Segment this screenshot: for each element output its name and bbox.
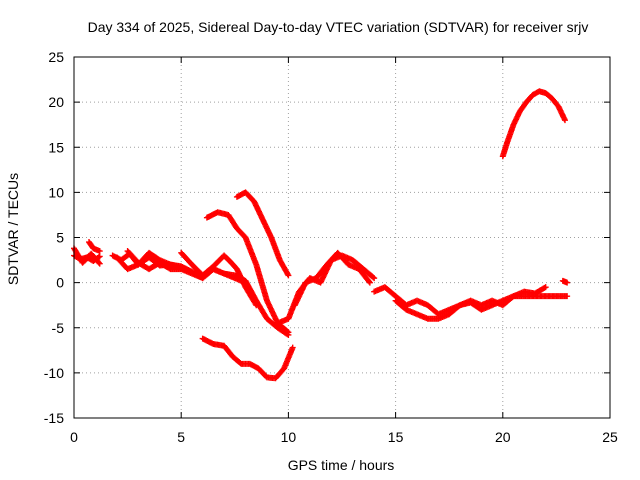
- x-tick-label: 5: [177, 429, 185, 445]
- series-trace-10: [233, 189, 292, 279]
- series-trace-11: [199, 335, 296, 382]
- y-tick-label: 25: [48, 49, 64, 65]
- series-trace-9: [203, 209, 292, 336]
- series-trace-17: [559, 277, 571, 286]
- series-trace-15: [392, 284, 549, 322]
- axis-ticks: [73, 56, 611, 419]
- data-point: [561, 117, 568, 124]
- x-axis-label: GPS time / hours: [288, 457, 395, 473]
- y-tick-label: -10: [44, 365, 64, 381]
- y-tick-label: 0: [56, 275, 64, 291]
- x-tick-labels: 0 5 10 15 20 25: [70, 429, 618, 445]
- data-point: [285, 329, 292, 336]
- x-tick-label: 0: [70, 429, 78, 445]
- y-tick-label: 20: [48, 94, 64, 110]
- x-tick-label: 10: [281, 429, 297, 445]
- chart-title: Day 334 of 2025, Sidereal Day-to-day VTE…: [88, 19, 589, 35]
- data-point: [366, 279, 373, 286]
- data-point: [289, 344, 296, 351]
- y-tick-label: -5: [52, 320, 65, 336]
- data-point: [542, 284, 549, 291]
- y-tick-label: -15: [44, 410, 64, 426]
- data-point: [564, 279, 571, 286]
- y-tick-label: 5: [56, 230, 64, 246]
- data-point: [541, 284, 548, 291]
- series-trace-7: [178, 249, 260, 309]
- x-tick-label: 20: [495, 429, 511, 445]
- series-trace-13: [291, 249, 373, 309]
- data-point: [284, 328, 291, 335]
- series-trace-3: [86, 239, 103, 255]
- data-point: [95, 259, 102, 266]
- data-point: [284, 271, 291, 278]
- y-tick-labels: -15 -10 -5 0 5 10 15 20 25: [44, 49, 64, 426]
- y-tick-label: 15: [48, 139, 64, 155]
- data-point: [96, 260, 103, 267]
- data-point: [564, 293, 571, 300]
- data-point: [371, 275, 378, 282]
- x-tick-label: 15: [388, 429, 404, 445]
- data-point: [96, 253, 103, 260]
- grid-lines: [74, 57, 610, 418]
- y-axis-label: SDTVAR / TECUs: [5, 173, 21, 285]
- x-tick-label: 25: [602, 429, 618, 445]
- data-points: [71, 88, 571, 382]
- data-point: [285, 272, 292, 279]
- y-tick-label: 10: [48, 184, 64, 200]
- series-trace-2: [71, 245, 103, 267]
- series-trace-16: [499, 88, 568, 160]
- data-point: [96, 248, 103, 255]
- data-point: [365, 278, 372, 285]
- data-point: [370, 274, 377, 281]
